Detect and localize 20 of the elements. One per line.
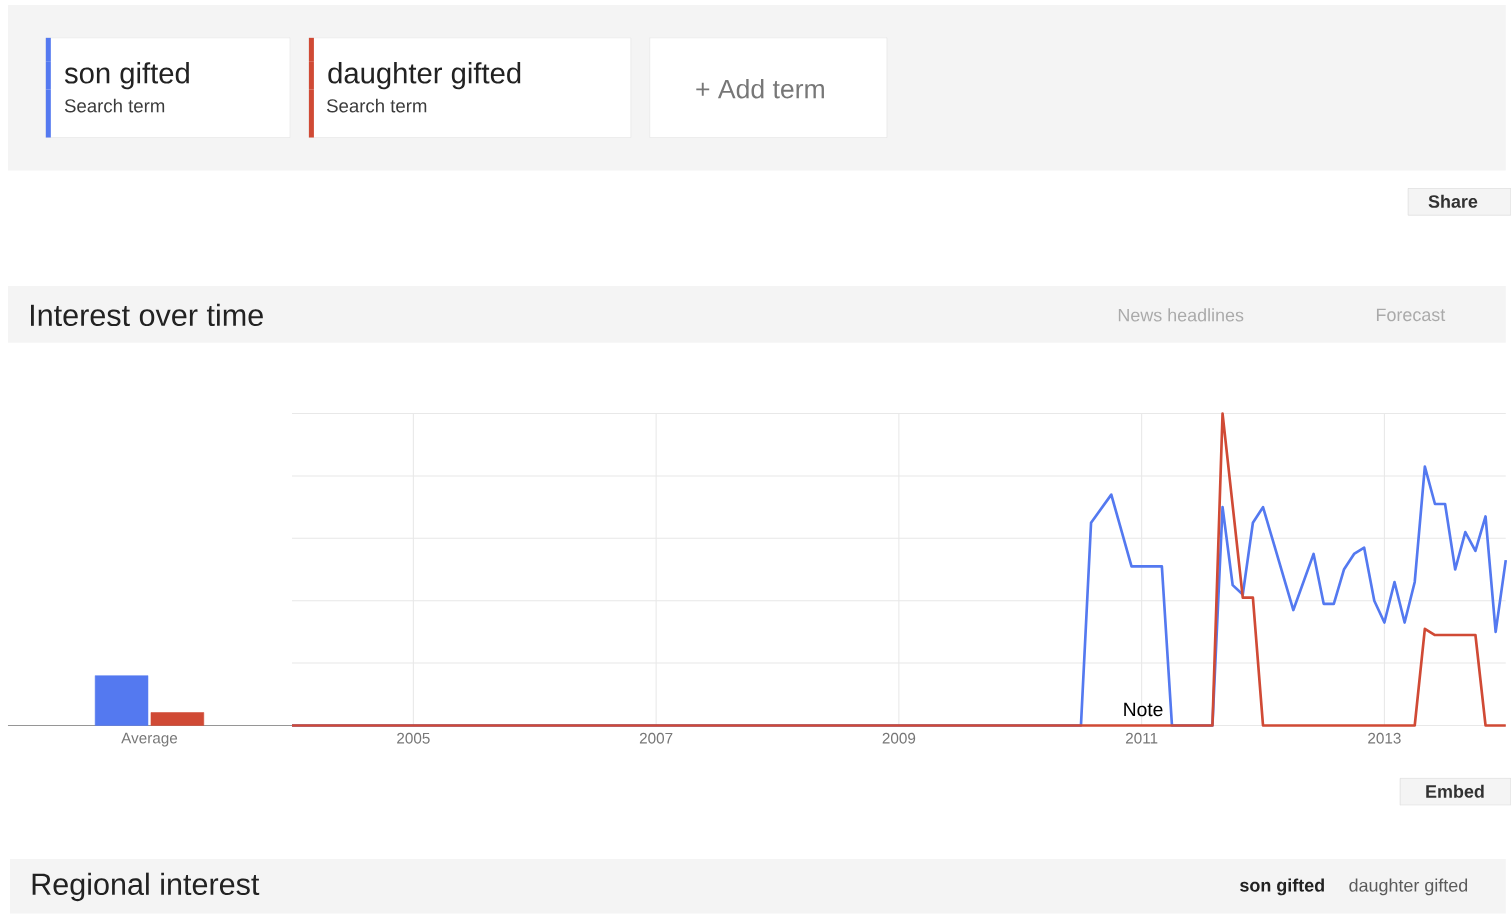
text: + Add term (696, 79, 824, 99)
legend-label: son gifted (64, 62, 189, 90)
x-tick-label: 2013 (1368, 732, 1401, 744)
text: daughter gifted (1349, 878, 1468, 896)
annotation: Note (1124, 702, 1163, 717)
text: Search term (326, 98, 427, 113)
text: Regional interest (32, 872, 260, 902)
x-tick-label: 2009 (882, 732, 916, 744)
text: Share (1428, 194, 1478, 208)
chart-title: Interest over time (30, 303, 263, 327)
text: News headlines (1118, 308, 1244, 322)
legend-label: daughter gifted (328, 62, 521, 90)
text: Search term (64, 98, 165, 113)
text: Embed (1426, 784, 1484, 798)
x-tick-label: 2007 (639, 732, 673, 744)
text: son gifted (1240, 878, 1324, 896)
text: Forecast (1376, 308, 1446, 322)
x-tick-label: 2011 (1125, 732, 1158, 744)
x-tick-label: Average (121, 732, 178, 747)
x-tick-label: 2005 (397, 732, 430, 744)
